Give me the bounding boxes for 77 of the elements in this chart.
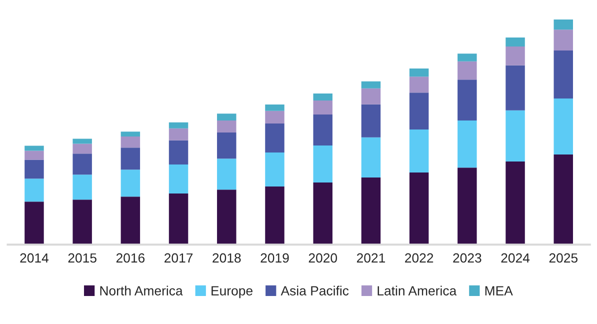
bar (168, 128, 188, 140)
bar (361, 88, 381, 104)
x-tick-label: 2019 (260, 253, 289, 263)
bar (24, 178, 44, 202)
bar (120, 148, 140, 170)
bar (409, 76, 429, 93)
bar (458, 54, 477, 62)
bar (265, 186, 284, 245)
bar (265, 152, 284, 187)
bar (554, 50, 573, 98)
bar (313, 182, 332, 245)
legend-label: North America (100, 286, 183, 296)
bar (506, 37, 525, 46)
bar (24, 202, 44, 245)
x-tick-label: 2016 (116, 253, 145, 263)
legend-label: Latin America (378, 286, 457, 296)
x-tick-label: 2023 (453, 253, 482, 263)
legend-label: MEA (485, 286, 513, 296)
bar (506, 65, 525, 110)
x-tick-label: 2025 (549, 253, 578, 263)
legend-label: Asia Pacific (280, 286, 349, 296)
bar (506, 110, 525, 162)
bar (458, 168, 477, 245)
bar (168, 122, 188, 128)
x-tick-label: 2018 (212, 253, 241, 263)
x-tick-label: 2022 (405, 253, 434, 263)
bar (361, 81, 381, 88)
bar (361, 104, 381, 138)
bar (506, 46, 525, 66)
bar (361, 178, 381, 245)
bar (168, 194, 188, 245)
bar (409, 130, 429, 173)
bar (265, 104, 284, 111)
bar (217, 158, 236, 190)
bar (168, 164, 188, 194)
bar (24, 160, 44, 179)
bar (506, 162, 525, 245)
bar (409, 68, 429, 77)
bar (72, 138, 92, 144)
bar (554, 19, 573, 30)
bar (24, 150, 44, 160)
bar (120, 132, 140, 137)
bar (72, 154, 92, 175)
bar (313, 146, 332, 182)
bar (120, 136, 140, 148)
bar (217, 120, 236, 132)
bar (168, 140, 188, 164)
bar (554, 98, 573, 155)
bar (409, 92, 429, 130)
bar (458, 80, 477, 121)
bar (313, 114, 332, 146)
legend-label: Europe (212, 286, 252, 298)
bar (217, 190, 236, 245)
bar (72, 144, 92, 154)
bar (458, 61, 477, 80)
bar (265, 110, 284, 124)
bar (458, 120, 477, 168)
bar (120, 196, 140, 245)
x-tick-label: 2017 (164, 253, 193, 263)
bar (554, 30, 573, 51)
bar (361, 137, 381, 178)
bar (265, 123, 284, 153)
bar (409, 172, 429, 245)
bar (313, 100, 332, 114)
bar (24, 146, 44, 151)
x-tick-label: 2021 (356, 253, 385, 263)
bar (72, 200, 92, 245)
bar (217, 132, 236, 159)
bar (120, 170, 140, 197)
x-tick-label: 2015 (68, 253, 96, 263)
bar (217, 114, 236, 121)
x-tick-label: 2020 (308, 253, 338, 263)
bar (313, 94, 332, 101)
x-tick-label: 2024 (501, 253, 530, 263)
x-tick-label: 2014 (20, 253, 49, 263)
bar (72, 174, 92, 200)
bar (554, 154, 573, 245)
